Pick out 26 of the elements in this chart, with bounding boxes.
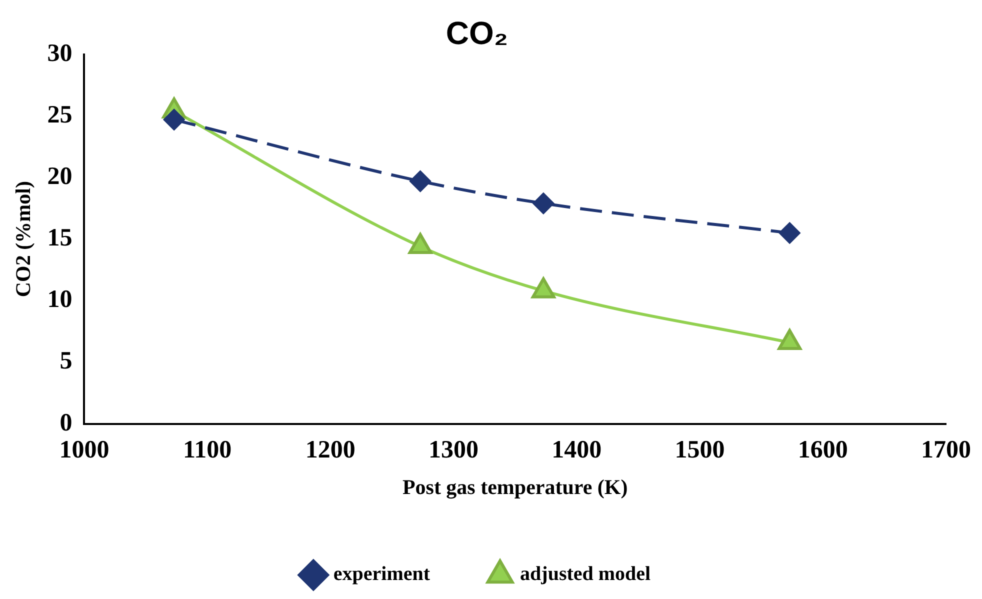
x-tick-label: 1600 <box>798 436 848 464</box>
y-tick-label: 15 <box>47 224 72 252</box>
x-tick-label: 1400 <box>552 436 602 464</box>
legend-label: adjusted model <box>520 563 652 586</box>
y-tick-label: 25 <box>47 101 72 128</box>
point <box>778 329 802 350</box>
x-tick-label: 1300 <box>428 436 479 464</box>
y-tick-label: 5 <box>60 348 72 375</box>
y-tick-label: 10 <box>47 286 72 314</box>
point <box>164 109 185 130</box>
legend-label: experiment <box>333 563 430 586</box>
point <box>532 192 554 214</box>
y-axis-title: CO2 (%mol) <box>11 181 36 298</box>
y-tick-label: 0 <box>60 409 72 436</box>
point <box>779 222 800 244</box>
point <box>410 170 431 192</box>
x-axis-title: Post gas temperature (K) <box>402 474 628 499</box>
point <box>532 277 556 298</box>
x-tick-label: 1100 <box>183 436 232 464</box>
y-tick-label: 30 <box>47 40 72 67</box>
x-tick-label: 1500 <box>674 436 725 464</box>
x-tick-label: 1000 <box>59 436 110 464</box>
x-tick-label: 1200 <box>305 436 356 464</box>
y-tick-label: 20 <box>47 162 72 190</box>
chart-title: CO₂ <box>446 15 508 52</box>
x-tick-label: 1700 <box>921 436 971 464</box>
